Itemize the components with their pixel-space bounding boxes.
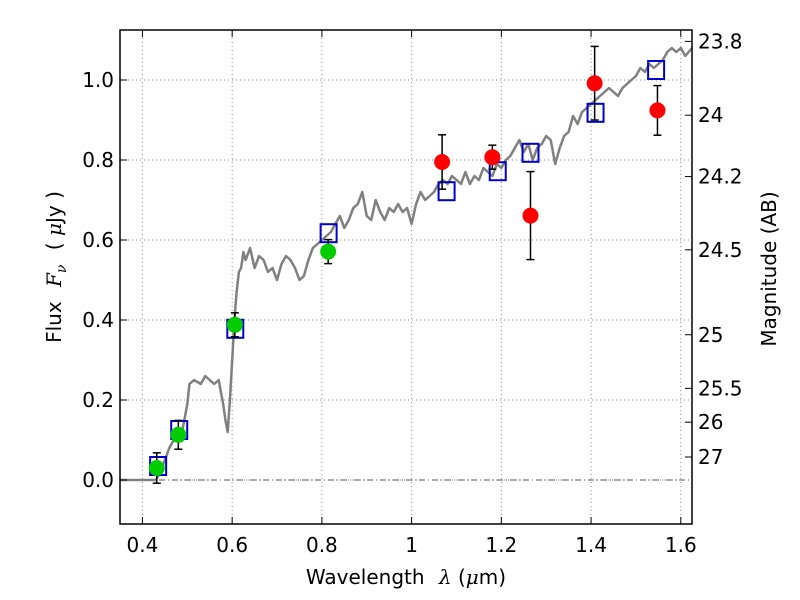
magnitude-tick-label: 23.8	[698, 29, 743, 53]
nir-detection-point	[434, 154, 451, 170]
magnitude-tick-label: 25.5	[698, 376, 743, 400]
optical-detection-point	[226, 316, 243, 333]
y-axis-label: Flux Fν ( μJy )	[42, 191, 71, 343]
y-axis-label-unit-open: (	[42, 236, 66, 250]
x-tick-label: 1.4	[575, 533, 607, 557]
nir-detection-point	[484, 149, 501, 166]
model-photometry-square	[586, 102, 605, 123]
model-photometry-square	[521, 142, 540, 163]
x-tick-label: 0.6	[216, 533, 248, 557]
y-tick-label: 0.8	[82, 148, 114, 172]
x-axis-label-symbol: λ	[438, 565, 452, 589]
x-axis-label: Wavelength λ (μm)	[306, 565, 506, 589]
magnitude-axis-label: Magnitude (AB)	[757, 191, 781, 346]
nir-detection-point	[522, 207, 539, 224]
nir-detection-point	[649, 102, 666, 119]
y-axis-label-unit-mu: μ	[42, 223, 66, 236]
x-tick-label: 1.6	[665, 533, 697, 557]
magnitude-tick-label: 25	[698, 323, 723, 347]
x-axis-label-unit-open: (	[452, 565, 466, 589]
y-tick-label: 0.0	[82, 468, 114, 492]
magnitude-tick-label: 24.5	[698, 238, 743, 262]
model-photometry-square	[437, 181, 456, 202]
x-axis-label-unit-mu: μ	[466, 565, 479, 589]
y-tick-label: 0.6	[82, 228, 114, 252]
optical-detection-point	[320, 243, 337, 260]
magnitude-tick-label: 24.2	[698, 165, 743, 189]
magnitude-tick-label: 27	[698, 445, 723, 469]
model-spectrum-line	[120, 46, 693, 482]
x-tick-label: 0.4	[127, 533, 159, 557]
model-photometry-square	[647, 60, 666, 80]
nir-detection-point	[586, 75, 603, 92]
y-axis-label-symbol: F	[42, 272, 66, 288]
x-axis-label-prefix: Wavelength	[306, 565, 425, 589]
y-axis-label-prefix: Flux	[42, 301, 66, 343]
x-axis-label-unit-rest: m)	[479, 565, 506, 589]
magnitude-tick-label: 26	[698, 410, 723, 434]
plot-frame	[119, 29, 693, 525]
y-axis-label-unit-rest: Jy )	[42, 191, 66, 225]
y-tick-label: 0.2	[82, 388, 114, 412]
plot-area	[120, 45, 693, 484]
axis-ticks: 0.4 0.6 0.8 1 1.2 1.4 1.6 0.0 0.2 0.4 0.6 0.8 1.0 23.…	[82, 29, 742, 557]
magnitude-tick-label: 24	[698, 103, 723, 127]
x-tick-label: 1	[405, 533, 418, 557]
y-axis-label-subscript: ν	[54, 264, 70, 273]
y-tick-label: 1.0	[82, 68, 114, 92]
x-tick-label: 1.2	[485, 533, 517, 557]
optical-detection-point	[170, 426, 187, 443]
optical-detection-point	[148, 460, 165, 476]
y-tick-label: 0.4	[82, 308, 114, 332]
x-tick-label: 0.8	[306, 533, 338, 557]
grid	[120, 30, 692, 524]
